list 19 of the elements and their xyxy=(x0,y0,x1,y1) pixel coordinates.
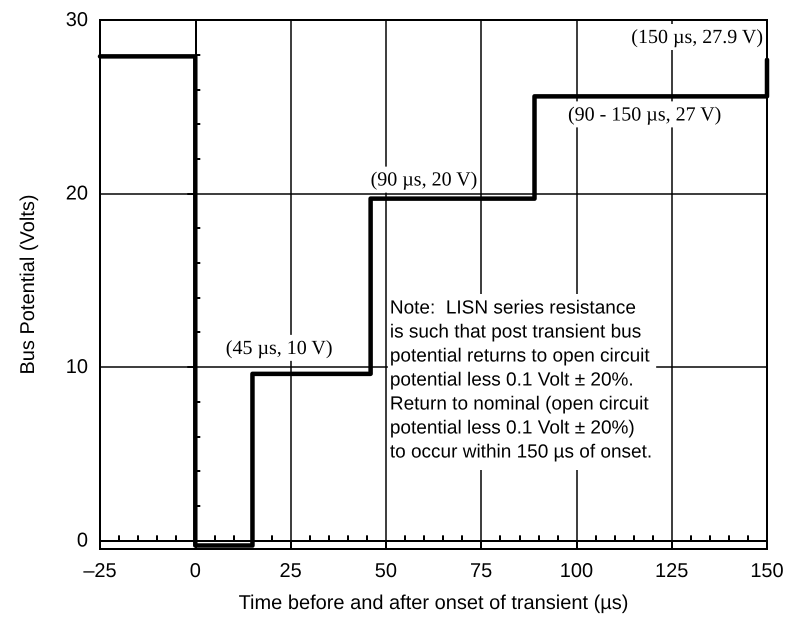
x-tick-label: 75 xyxy=(470,560,492,582)
x-tick-label: –25 xyxy=(83,560,117,582)
y-tick-label: 10 xyxy=(66,356,88,378)
x-tick-label: 50 xyxy=(374,560,397,582)
annotation: (90 - 150 µs, 27 V) xyxy=(568,103,722,126)
x-tick-label: 100 xyxy=(560,560,594,582)
y-tick-label: 20 xyxy=(66,182,88,204)
annotation: (90 µs, 20 V) xyxy=(370,168,478,191)
x-tick-label: 125 xyxy=(655,560,688,582)
annotation: (150 µs, 27.9 V) xyxy=(631,26,763,48)
annotation: (45 µs, 10 V) xyxy=(226,336,332,359)
annotation: Note: LISN series resistance is such that post transient bus potential returns to open circuit potential less 0.1 Volt ± 20%. Return to nominal (open circuit potential less 0.1 Volt ± 20%) to occur within 150 µs of onset. xyxy=(390,298,652,463)
y-axis-title: Bus Potential (Volts) xyxy=(17,194,39,375)
x-tick-label: 25 xyxy=(279,560,302,582)
x-axis-title: Time before and after onset of transient (µs) xyxy=(238,592,628,614)
x-tick-label: 0 xyxy=(190,560,201,582)
x-tick-label: 150 xyxy=(750,560,784,582)
y-tick-label: 0 xyxy=(76,529,88,552)
y-tick-label: 30 xyxy=(66,9,88,31)
